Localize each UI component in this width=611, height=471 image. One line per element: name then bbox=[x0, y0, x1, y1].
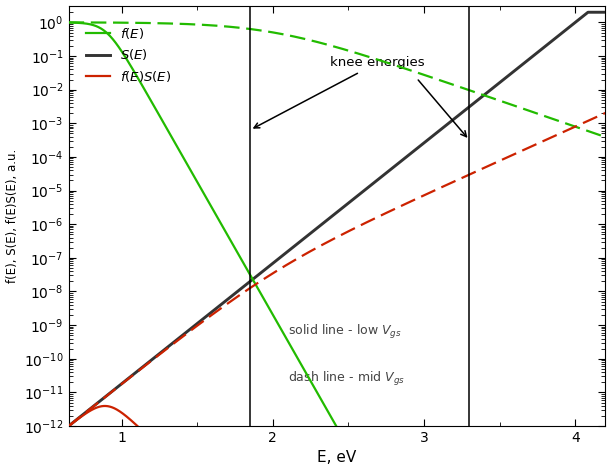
Legend: $f(E)$, $S(E)$, $f(E)S(E)$: $f(E)$, $S(E)$, $f(E)S(E)$ bbox=[81, 21, 177, 89]
Text: dash line - mid $V_{gs}$: dash line - mid $V_{gs}$ bbox=[288, 370, 405, 389]
Y-axis label: f(E), S(E), f(E)S(E), a.u.: f(E), S(E), f(E)S(E), a.u. bbox=[5, 149, 18, 283]
X-axis label: E, eV: E, eV bbox=[317, 450, 357, 465]
Text: solid line - low $V_{gs}$: solid line - low $V_{gs}$ bbox=[288, 323, 401, 341]
Text: knee energies: knee energies bbox=[254, 56, 425, 128]
